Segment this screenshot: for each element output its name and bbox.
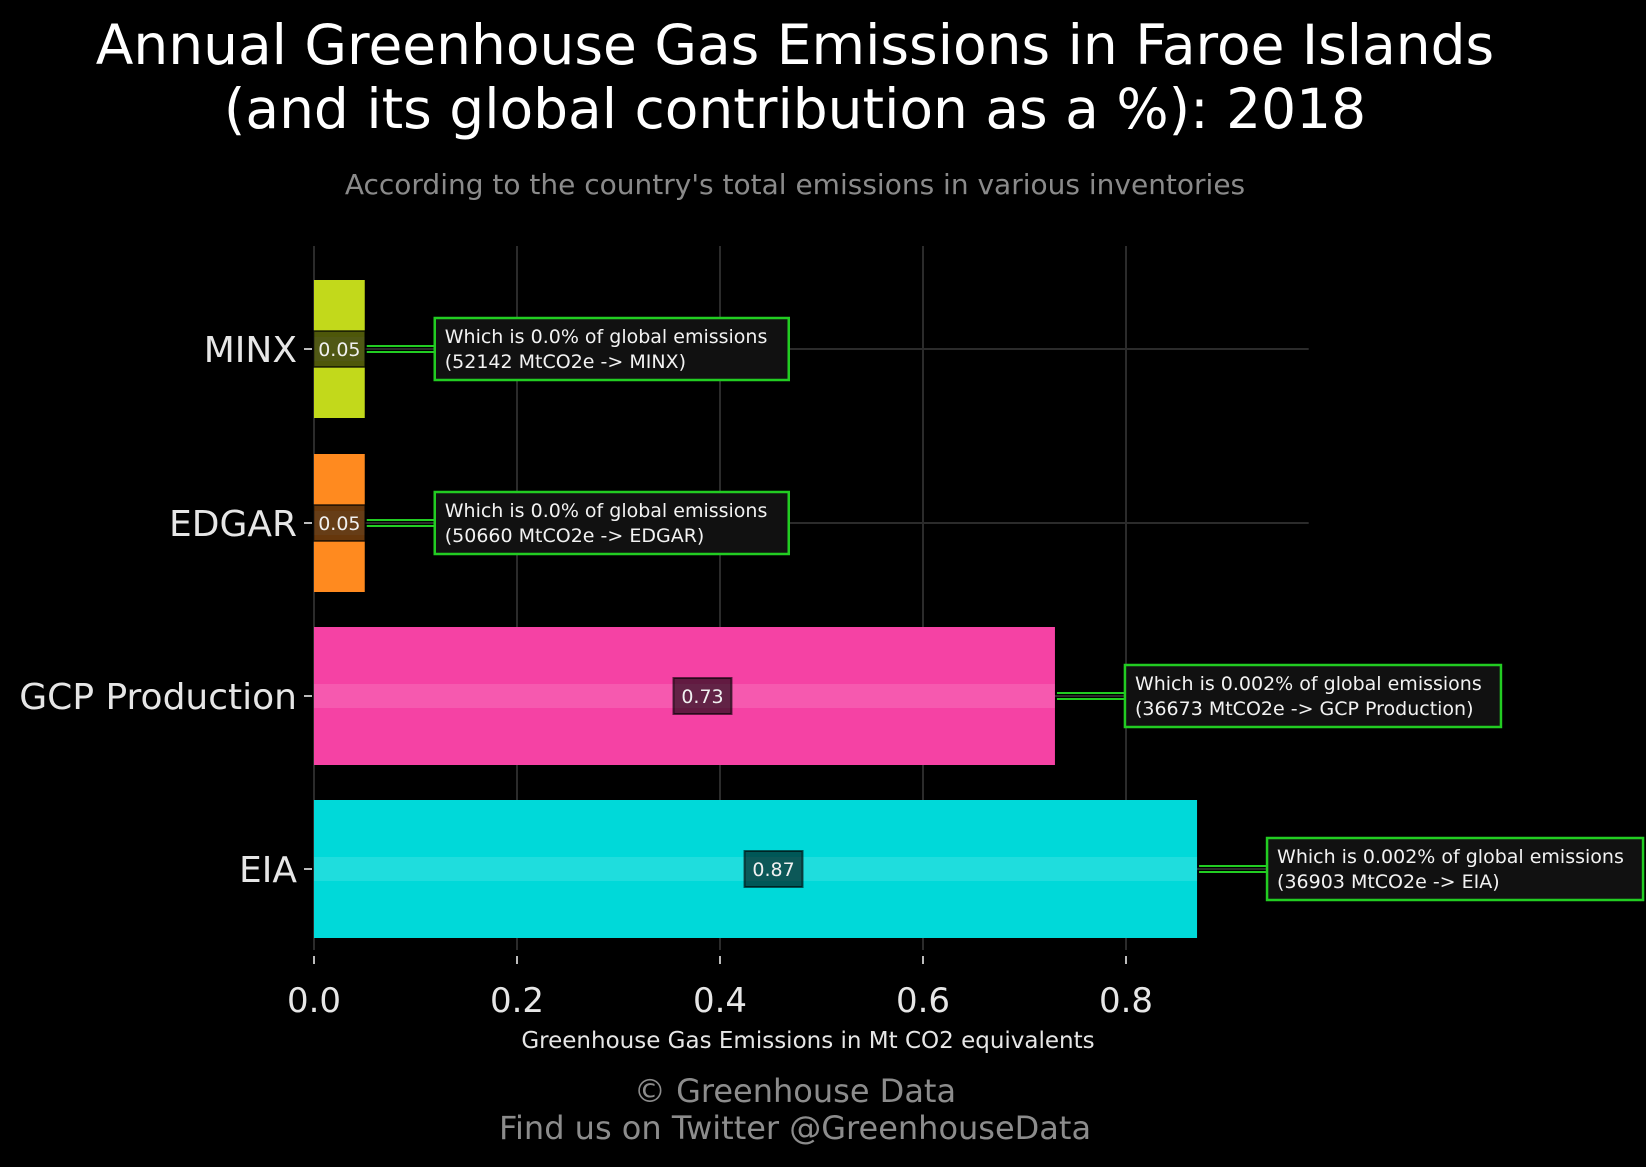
value-label-box-3: [743, 850, 804, 888]
x-tick-label-2: 0.4: [693, 981, 747, 1021]
annotation-box-0: [433, 316, 790, 382]
y-tick-label-1: EDGAR: [169, 504, 297, 545]
y-tick-label-0: MINX: [204, 330, 297, 371]
annotation-line2-1: (50660 MtCO2e -> EDGAR): [445, 525, 705, 547]
value-label-2: 0.73: [681, 686, 723, 708]
x-tick-label-3: 0.6: [896, 981, 950, 1021]
annotation-line2-2: (36673 MtCO2e -> GCP Production): [1135, 698, 1474, 720]
annotation-line2-0: (52142 MtCO2e -> MINX): [445, 351, 686, 373]
value-label-0: 0.05: [318, 339, 360, 361]
value-label-box-1: [312, 504, 367, 542]
y-tick-label-2: GCP Production: [19, 677, 297, 718]
annotation-line1-3: Which is 0.002% of global emissions: [1277, 846, 1624, 868]
value-label-box-2: [672, 677, 733, 715]
footer-copyright: © Greenhouse Data: [633, 1072, 957, 1110]
x-tick-label-1: 0.2: [490, 981, 544, 1021]
value-label-box-0: [312, 330, 367, 368]
annotation-line1-2: Which is 0.002% of global emissions: [1135, 673, 1482, 695]
annotation-box-3: [1265, 836, 1645, 902]
annotation-box-1: [433, 490, 790, 556]
annotation-line1-0: Which is 0.0% of global emissions: [445, 326, 768, 348]
y-tick-label-3: EIA: [239, 850, 297, 891]
annotation-line1-1: Which is 0.0% of global emissions: [445, 500, 768, 522]
value-label-1: 0.05: [318, 513, 360, 535]
chart-subtitle: According to the country's total emissio…: [344, 168, 1246, 201]
value-label-3: 0.87: [752, 859, 794, 881]
chart-title-line2: (and its global contribution as a %): 20…: [223, 77, 1367, 141]
x-axis-label: Greenhouse Gas Emissions in Mt CO2 equiv…: [521, 1028, 1094, 1054]
x-tick-label-4: 0.8: [1099, 981, 1153, 1021]
x-tick-label-0: 0.0: [287, 981, 341, 1021]
chart-title-line1: Annual Greenhouse Gas Emissions in Faroe…: [95, 13, 1495, 77]
annotation-line2-3: (36903 MtCO2e -> EIA): [1277, 871, 1500, 893]
footer-twitter: Find us on Twitter @GreenhouseData: [498, 1109, 1092, 1147]
annotation-box-2: [1123, 663, 1503, 729]
